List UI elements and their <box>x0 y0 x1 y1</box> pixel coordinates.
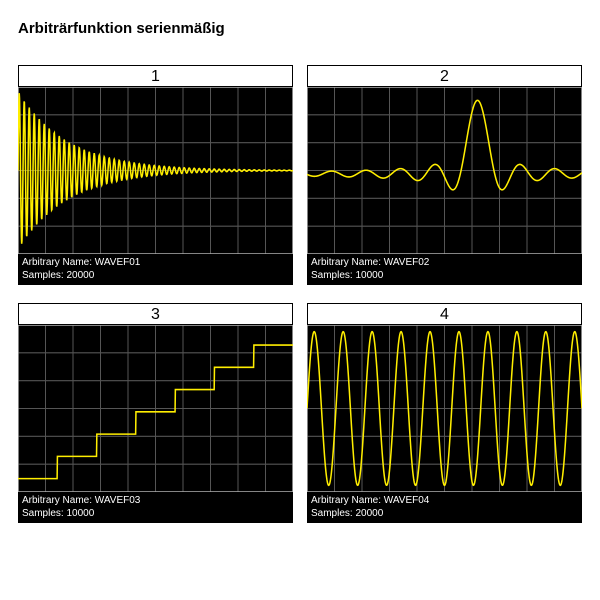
panel-footer: Arbitrary Name: WAVEF01Samples: 20000 <box>18 254 293 285</box>
arbitrary-name-label: Arbitrary Name: WAVEF04 <box>311 495 578 508</box>
panel-number: 3 <box>18 303 293 325</box>
scope-display <box>307 87 582 254</box>
scope-panel-3: 3 Arbitrary Name: WAVEF03Samples: 10000 <box>18 303 293 523</box>
samples-label: Samples: 10000 <box>311 270 578 283</box>
scope-display <box>307 325 582 492</box>
scope-panel-1: 1 Arbitrary Name: WAVEF01Samples: 20000 <box>18 65 293 285</box>
scope-display <box>18 325 293 492</box>
panel-footer: Arbitrary Name: WAVEF04Samples: 20000 <box>307 492 582 523</box>
scope-panel-4: 4 Arbitrary Name: WAVEF04Samples: 20000 <box>307 303 582 523</box>
samples-label: Samples: 20000 <box>22 270 289 283</box>
arbitrary-name-label: Arbitrary Name: WAVEF01 <box>22 257 289 270</box>
panel-number: 1 <box>18 65 293 87</box>
samples-label: Samples: 20000 <box>311 508 578 521</box>
panel-footer: Arbitrary Name: WAVEF02Samples: 10000 <box>307 254 582 285</box>
panel-number: 2 <box>307 65 582 87</box>
panel-number: 4 <box>307 303 582 325</box>
scope-grid: 1 Arbitrary Name: WAVEF01Samples: 200002… <box>18 65 582 523</box>
scope-panel-2: 2 Arbitrary Name: WAVEF02Samples: 10000 <box>307 65 582 285</box>
arbitrary-name-label: Arbitrary Name: WAVEF02 <box>311 257 578 270</box>
panel-footer: Arbitrary Name: WAVEF03Samples: 10000 <box>18 492 293 523</box>
page-title: Arbiträrfunktion serienmäßig <box>18 20 582 37</box>
arbitrary-name-label: Arbitrary Name: WAVEF03 <box>22 495 289 508</box>
scope-display <box>18 87 293 254</box>
samples-label: Samples: 10000 <box>22 508 289 521</box>
